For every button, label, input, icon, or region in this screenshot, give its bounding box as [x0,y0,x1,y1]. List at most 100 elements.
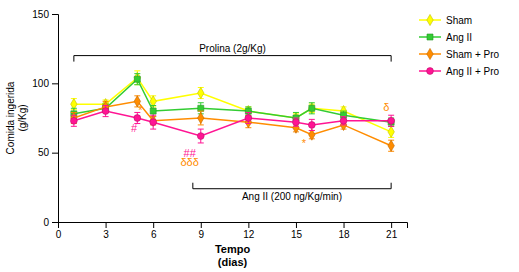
error-bar [388,126,394,137]
x-tick: 6 [151,222,157,240]
legend-symbol [427,34,433,40]
error-bar [388,115,394,126]
series [71,74,394,127]
x-tick: 0 [56,222,62,240]
x-tick-mark [153,222,154,228]
point [245,115,252,122]
x-tick-label: 18 [338,229,350,240]
y-axis: 0 50 100 150 [32,9,58,228]
legend-item: Ang II + Pro [419,66,500,77]
point [388,140,394,151]
chart: 0 3 6 9 12 15 18 21 0 50 100 150 Prolina (2g/Kg) Ang … [0,0,519,272]
point [71,112,77,123]
x-tick-label: 9 [198,229,204,240]
error-bar [309,103,315,114]
legend-item: Sham + Pro [419,48,500,59]
legend-label: Ang II [446,32,472,43]
error-bar [71,112,77,123]
legend-label: Sham [446,15,472,26]
error-bar [341,117,347,125]
x-tick-label: 12 [243,229,255,240]
annotation: * [302,137,307,149]
annotations: *###δδδ*δ [131,101,389,168]
legend-label: Sham + Pro [446,49,500,60]
x-tick: 3 [103,222,109,240]
x-tick-mark [296,222,297,228]
y-tick-label: 0 [43,217,49,228]
x-tick-label: 6 [151,229,157,240]
x-tick: 21 [386,222,398,240]
point [70,117,77,124]
y-tick-label: 150 [32,9,49,20]
y-tick-label: 100 [32,78,49,89]
error-bar [134,74,140,85]
x-tick-mark [391,222,392,228]
point [388,126,394,137]
x-axis-title: Tempo(dias) [215,243,251,268]
x-tick: 18 [338,222,350,240]
annotation: δ [383,101,389,113]
y-axis-title: Comida ingerida(g/Kg) [5,81,28,154]
error-bar [245,112,251,123]
legend-item: Sham [419,14,472,25]
point [293,119,300,126]
point [388,117,395,124]
point [340,117,347,124]
point [197,133,204,140]
x-tick-label: 0 [56,229,62,240]
legend: Sham Ang II Sham + Pro Ang II + Pro [419,14,500,76]
point [150,119,157,126]
y-tick: 0 [43,217,58,228]
legend-symbol [427,48,433,59]
legend-symbol [427,14,433,25]
point [150,108,156,114]
series-line [74,111,391,136]
y-tick-mark [52,83,58,84]
series-line [74,79,391,122]
point [309,105,315,111]
y-tick-mark [52,153,58,154]
error-bar [71,115,77,126]
series [71,96,395,152]
x-axis-line [59,223,408,229]
plot: 0 3 6 9 12 15 18 21 0 50 100 150 Prolina (2g/Kg) Ang … [32,9,407,240]
annotation: * [138,104,143,116]
x-tick-mark [248,222,249,228]
point [102,108,109,115]
x-tick-label: 15 [291,229,303,240]
x-tick-mark [201,222,202,228]
error-bar [198,87,204,98]
x-tick-label: 3 [103,229,109,240]
error-bar [198,129,204,143]
bracket [74,56,391,62]
bracket [193,183,391,189]
point [198,105,204,111]
y-axis-line [52,15,59,223]
error-bar [150,115,156,129]
point [308,122,315,129]
error-bar [293,118,299,126]
error-bar [309,104,315,112]
x-tick: 15 [291,222,303,240]
y-tick: 150 [32,9,58,20]
point [198,112,204,123]
x-tick-mark [106,222,107,228]
legend-item: Ang II [419,32,472,43]
y-tick: 50 [38,147,58,158]
y-tick: 100 [32,78,58,89]
annotation: δδδ [180,156,198,168]
brackets: Prolina (2g/Kg) Ang II (200 ng/Kg/min) [74,43,391,202]
x-tick-mark [344,222,345,228]
point [134,76,140,82]
bracket-label: Prolina (2g/Kg) [199,43,266,54]
series [70,106,394,143]
y-tick-label: 50 [38,147,50,158]
point [198,87,204,98]
error-bar [103,106,109,117]
error-bar [309,119,315,130]
bracket-label: Ang II (200 ng/Kg/min) [242,191,342,202]
annotation: # [131,122,138,134]
error-bar [198,111,204,125]
series-line [74,101,391,145]
x-tick: 9 [198,222,204,240]
